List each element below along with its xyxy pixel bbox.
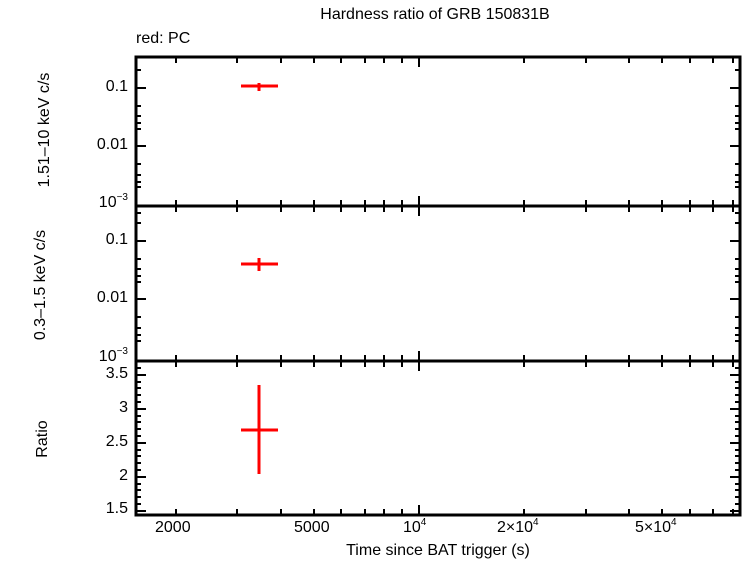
outer-frame — [134, 55, 742, 517]
xtick-5e4: 5×104 — [635, 517, 677, 537]
ytick-p1-1e-3: 10−3 — [98, 192, 128, 212]
ytick-base: 10 — [98, 194, 117, 211]
ytick-exp: −3 — [116, 192, 128, 203]
y-ticks-panel2 — [136, 212, 740, 342]
ytick-p3-1.5: 1.5 — [105, 500, 128, 517]
y-ticks-panel3 — [136, 367, 740, 512]
panel-frames — [134, 55, 742, 517]
y-ticks-panel1 — [136, 69, 740, 188]
ytick-p1-0.1: 0.1 — [105, 78, 128, 95]
ytick-p3-3.5: 3.5 — [105, 365, 128, 382]
x-axis-title-text: Time since BAT trigger (s) — [346, 542, 530, 559]
xtick-2e4: 2×104 — [497, 517, 539, 537]
ytick-p3-3: 3 — [119, 399, 128, 416]
data-point-ratio — [241, 385, 278, 474]
x-ticks-div1 — [175, 196, 734, 216]
xtick-exp: 4 — [533, 517, 539, 528]
ytick-base: 10 — [98, 348, 117, 365]
xtick-2000: 2000 — [155, 519, 191, 536]
xtick-base: 10 — [403, 519, 421, 536]
ylabel-soft: 0.3–1.5 keV c/s — [32, 229, 49, 341]
ytick-p2-1e-3: 10−3 — [98, 346, 128, 366]
ytick-p1-0.01: 0.01 — [96, 136, 128, 153]
xtick-exp: 4 — [671, 517, 677, 528]
ylabel-ratio: Ratio — [34, 420, 51, 458]
legend-note: red: PC — [136, 30, 191, 47]
ytick-exp: −3 — [116, 346, 128, 357]
data-point-hard — [241, 83, 278, 91]
x-ticks-top — [175, 57, 734, 67]
series-pc — [241, 83, 278, 474]
xtick-base: 2×10 — [497, 519, 534, 536]
xtick-base: 5×10 — [635, 519, 672, 536]
ylabel-hard: 1.51–10 keV c/s — [36, 72, 53, 188]
xtick-5000: 5000 — [294, 519, 330, 536]
x-axis-title: Time since BAT trigger (s) — [0, 542, 742, 560]
chart-title-text: Hardness ratio of GRB 150831B — [320, 6, 550, 23]
ytick-p3-2.5: 2.5 — [105, 433, 128, 450]
xtick-1e4: 104 — [403, 517, 427, 537]
xtick-exp: 4 — [420, 517, 427, 528]
ytick-p2-0.1: 0.1 — [105, 231, 128, 248]
ytick-p3-2: 2 — [119, 467, 128, 484]
ytick-p2-0.01: 0.01 — [96, 289, 128, 306]
x-ticks-div2 — [175, 351, 734, 371]
x-ticks — [175, 57, 734, 515]
data-point-soft — [241, 258, 278, 271]
chart-title: Hardness ratio of GRB 150831B — [0, 6, 742, 24]
